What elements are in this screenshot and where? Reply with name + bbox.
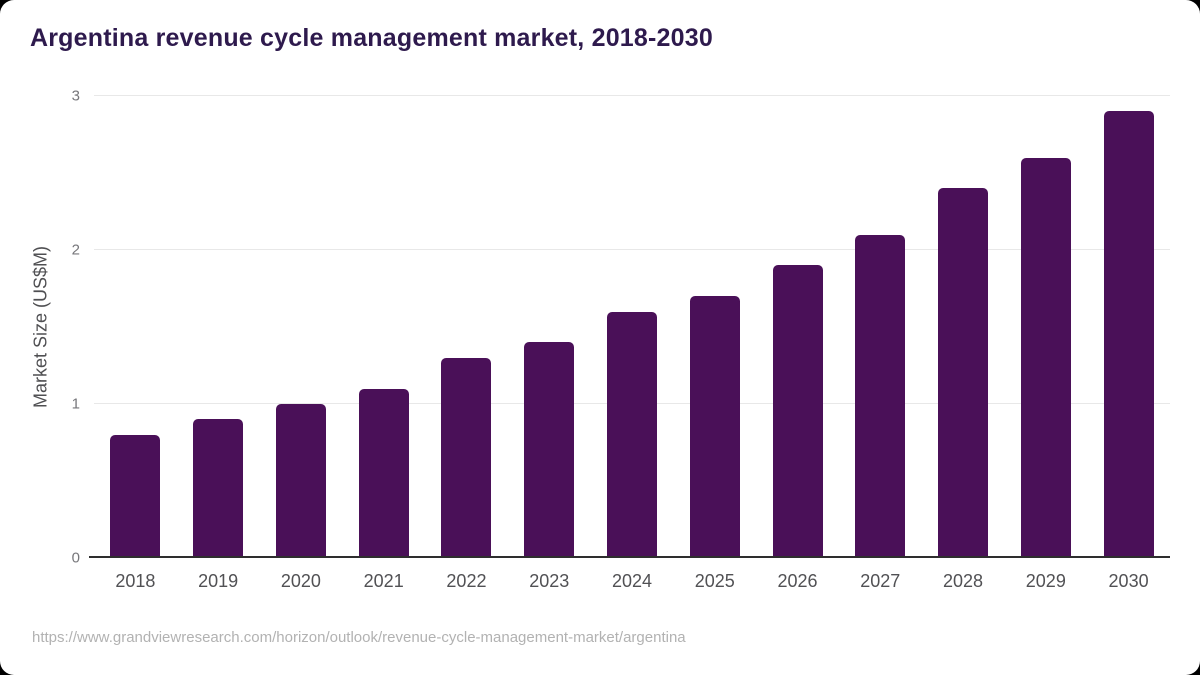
- x-tick-label: 2020: [280, 571, 321, 591]
- x-axis-line: [89, 556, 1170, 558]
- bar-2020: [275, 404, 326, 558]
- bar-column: [177, 96, 260, 558]
- bar-2022: [441, 357, 492, 558]
- x-tick-label: 2023: [529, 571, 570, 591]
- plot-area: 2018 2019 2020 2021 2022 2023 2024 2025 2026 2027…: [72, 89, 1170, 591]
- bar-2027: [855, 234, 906, 558]
- bar-column: [756, 96, 839, 558]
- x-tick-label: 2030: [1108, 571, 1149, 591]
- bar-2025: [689, 296, 740, 558]
- gridline: [94, 249, 1170, 251]
- x-tick-label: 2021: [363, 571, 404, 591]
- source-url: https://www.grandviewresearch.com/horizo…: [32, 629, 686, 646]
- x-tick-label: 2022: [446, 571, 487, 591]
- chart-title: Argentina revenue cycle management marke…: [30, 24, 713, 52]
- bar-2030: [1103, 111, 1154, 558]
- y-tick-label: 2: [71, 241, 80, 259]
- bar-column: [342, 96, 425, 558]
- x-axis-labels: 2018 2019 2020 2021 2022 2023 2024 2025 2026 2027…: [94, 571, 1170, 592]
- bar-column: [591, 96, 674, 558]
- bar-column: [508, 96, 591, 558]
- y-tick-label: 0: [71, 549, 80, 567]
- bar-column: [94, 96, 177, 558]
- bar-2029: [1020, 157, 1071, 558]
- bar-column: [260, 96, 343, 558]
- x-tick-label: 2029: [1025, 571, 1066, 591]
- y-tick-label: 3: [71, 87, 80, 105]
- bar-2023: [524, 342, 575, 558]
- gridline: [94, 95, 1170, 96]
- bar-2018: [110, 434, 161, 558]
- y-axis-title: Market Size (US$M): [30, 245, 51, 409]
- x-tick-label: 2028: [943, 571, 984, 591]
- x-tick-label: 2024: [611, 571, 652, 591]
- bar-2028: [938, 188, 989, 558]
- bar-2026: [772, 265, 823, 558]
- bar-2021: [358, 388, 409, 558]
- x-tick-label: 2027: [860, 571, 901, 591]
- bar-column: [1004, 96, 1087, 558]
- x-tick-label: 2025: [694, 571, 735, 591]
- bar-column: [922, 96, 1005, 558]
- bar-column: [673, 96, 756, 558]
- bar-2024: [606, 311, 657, 558]
- bar-column: [425, 96, 508, 558]
- bar-column: [839, 96, 922, 558]
- x-tick-label: 2018: [115, 571, 156, 591]
- x-tick-label: 2019: [198, 571, 239, 591]
- y-tick-label: 1: [71, 395, 80, 413]
- x-tick-label: 2026: [777, 571, 818, 591]
- bars-row: [94, 96, 1170, 558]
- bar-column: [1087, 96, 1170, 558]
- bar-2019: [193, 419, 244, 558]
